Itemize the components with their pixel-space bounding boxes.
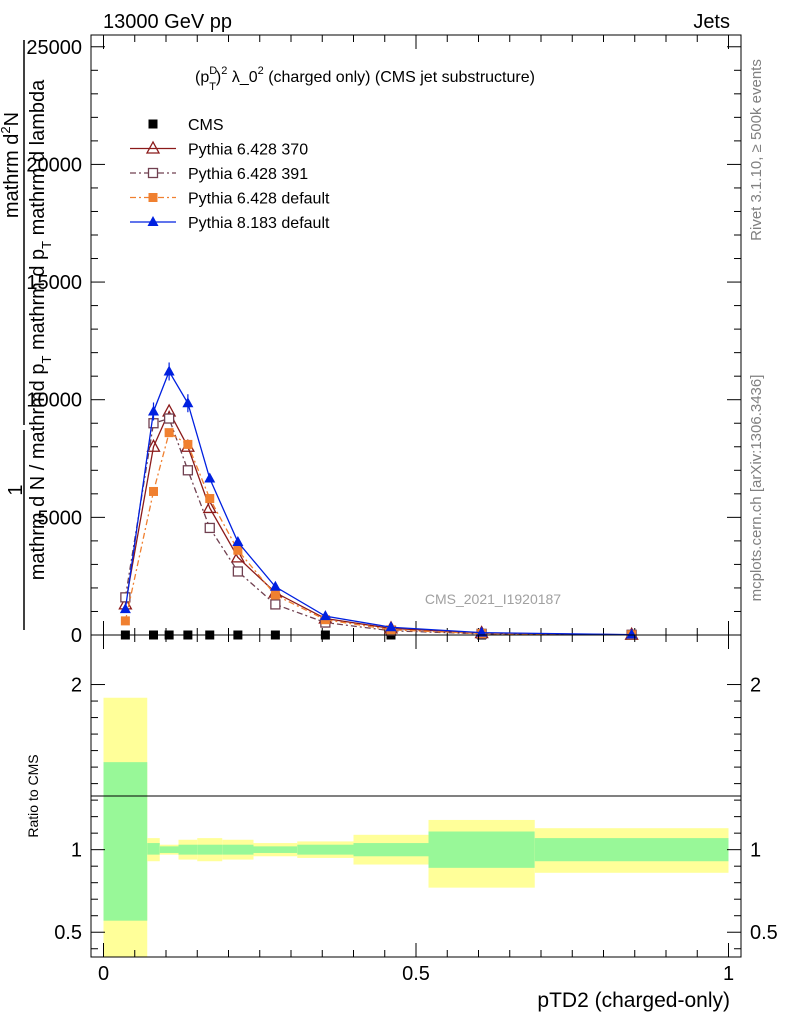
point-p391-0 bbox=[120, 592, 131, 603]
category-label: Jets bbox=[693, 11, 730, 33]
point-p8-0 bbox=[119, 603, 131, 614]
ratio-y-ticks: 0.5 0.5 1 1 2 2 bbox=[54, 675, 778, 950]
ratio-band-inner-10 bbox=[534, 838, 729, 862]
main-ytick-label-1: 5000 bbox=[38, 507, 83, 529]
point-p391-3 bbox=[182, 465, 194, 476]
ratio-band-inner-1 bbox=[147, 843, 160, 855]
title-sup1: D bbox=[209, 65, 217, 77]
x-tick-label-0: 0 bbox=[98, 963, 109, 985]
point-p8-2 bbox=[163, 365, 175, 376]
legend-marker-pdefault bbox=[148, 193, 158, 202]
point-pdefault-5 bbox=[233, 545, 243, 555]
main-ytick-label-2: 10000 bbox=[26, 390, 82, 412]
point-p8-7 bbox=[319, 610, 331, 621]
point-p8-9 bbox=[476, 626, 488, 637]
legend-label-cms: CMS bbox=[188, 117, 224, 134]
point-p8-5 bbox=[232, 536, 244, 547]
ratio-band-inner-2 bbox=[159, 846, 179, 853]
mcplots-note: mcplots.cern.ch [arXiv:1306.3436] bbox=[748, 375, 765, 602]
point-p370-4 bbox=[202, 500, 217, 514]
rivet-note: Rivet 3.1.10, ≥ 500k events bbox=[748, 59, 765, 241]
point-p391-6 bbox=[270, 599, 281, 610]
title-sub1: T bbox=[209, 81, 216, 93]
main-panel: 0 5000 10000 15000 20000 25000 CMS_2021_I1920… bbox=[26, 34, 742, 647]
point-p391-5 bbox=[232, 566, 244, 577]
legend-label-p370: Pythia 6.428 370 bbox=[188, 142, 308, 159]
point-pdefault-1 bbox=[149, 486, 158, 496]
legend: CMS Pythia 6.428 370 Pythia 6.428 391 Pythi… bbox=[130, 117, 330, 232]
point-p8-6 bbox=[269, 580, 281, 591]
ratio-band-inner-4 bbox=[197, 844, 223, 855]
ratio-bands bbox=[103, 697, 729, 957]
main-ytick-label-4: 20000 bbox=[26, 154, 82, 176]
ratio-ytick-label-right-1: 1 bbox=[750, 840, 761, 862]
point-p8-3 bbox=[182, 397, 194, 408]
point-p391-2 bbox=[163, 413, 175, 424]
y-label-one: 1 bbox=[5, 484, 27, 495]
plot-title: (pD T)2 λ_02 (charged only) (CMS jet subs… bbox=[195, 65, 535, 93]
point-p370-5 bbox=[230, 549, 245, 563]
point-p370-1 bbox=[146, 438, 161, 452]
point-p8-4 bbox=[204, 472, 216, 483]
watermark: CMS_2021_I1920187 bbox=[425, 591, 561, 607]
point-p8-8 bbox=[385, 621, 397, 632]
ratio-band-inner-5 bbox=[222, 844, 254, 855]
title-prefix: (p bbox=[195, 69, 209, 86]
ratio-ytick-label-right-0: 0.5 bbox=[750, 922, 778, 944]
point-pdefault-4 bbox=[205, 494, 215, 504]
x-axis-label: pTD2 (charged-only) bbox=[537, 989, 730, 1012]
main-ytick-label-3: 15000 bbox=[26, 272, 82, 294]
ratio-band-inner-0 bbox=[103, 762, 148, 921]
ratio-band-inner-9 bbox=[428, 831, 535, 868]
title-suffix: (charged only) (CMS jet substructure) bbox=[264, 69, 535, 86]
title-middle: λ_0 bbox=[227, 69, 257, 86]
title-paren: ) bbox=[216, 69, 221, 86]
legend-label-p391: Pythia 6.428 391 bbox=[188, 166, 308, 183]
ratio-ytick-label-left-0: 0.5 bbox=[54, 922, 82, 944]
legend-label-pdefault: Pythia 6.428 default bbox=[188, 191, 330, 208]
ratio-band-inner-7 bbox=[297, 844, 354, 855]
legend-marker-cms bbox=[148, 119, 158, 129]
ratio-ytick-label-left-1: 1 bbox=[71, 840, 82, 862]
main-y-ticks: 0 5000 10000 15000 20000 25000 bbox=[26, 37, 741, 647]
point-pdefault-3 bbox=[183, 439, 193, 449]
main-y-label: 1 mathrm d2N mathrm d N / mathrmd pT mat… bbox=[0, 40, 54, 630]
energy-label: 13000 GeV pp bbox=[103, 11, 232, 33]
ratio-ytick-label-left-2: 2 bbox=[71, 675, 82, 697]
legend-label-p8: Pythia 8.183 default bbox=[188, 215, 330, 232]
title-sup2: 2 bbox=[221, 65, 227, 77]
main-ytick-label-0: 0 bbox=[71, 625, 82, 647]
main-ytick-label-5: 25000 bbox=[26, 37, 82, 59]
ratio-panel: 0.5 0.51 12 2 0 0.5 1 bbox=[54, 634, 778, 985]
title-sup3: 2 bbox=[258, 65, 264, 77]
point-p8-1 bbox=[148, 405, 159, 416]
legend-marker-p391 bbox=[147, 167, 159, 179]
main-x-ticks bbox=[103, 35, 729, 635]
ratio-band-inner-3 bbox=[178, 844, 198, 855]
point-pdefault-2 bbox=[164, 428, 174, 438]
point-pdefault-6 bbox=[270, 590, 280, 600]
y-label-bottom: mathrm d N / mathrmd pT mathrm d pT math… bbox=[27, 79, 54, 580]
series-line-p370 bbox=[124, 409, 632, 636]
ratio-band-inner-6 bbox=[253, 846, 298, 853]
y-label-top: mathrm d2N bbox=[0, 112, 23, 218]
ratio-ytick-label-right-2: 2 bbox=[750, 675, 761, 697]
ratio-y-label: Ratio to CMS bbox=[25, 754, 41, 837]
ratio-band-inner-8 bbox=[353, 843, 429, 857]
legend-marker-p8 bbox=[147, 216, 159, 226]
series-pdefault bbox=[120, 428, 637, 640]
x-tick-label-1: 0.5 bbox=[402, 963, 430, 985]
point-pdefault-0 bbox=[120, 616, 130, 626]
legend-marker-p370 bbox=[145, 140, 161, 154]
ratio-x-ticks: 0 0.5 1 bbox=[98, 635, 734, 985]
series-line-p391 bbox=[124, 417, 632, 636]
x-tick-label-2: 1 bbox=[723, 963, 734, 985]
series-p8 bbox=[119, 362, 638, 639]
point-p391-4 bbox=[204, 522, 215, 534]
